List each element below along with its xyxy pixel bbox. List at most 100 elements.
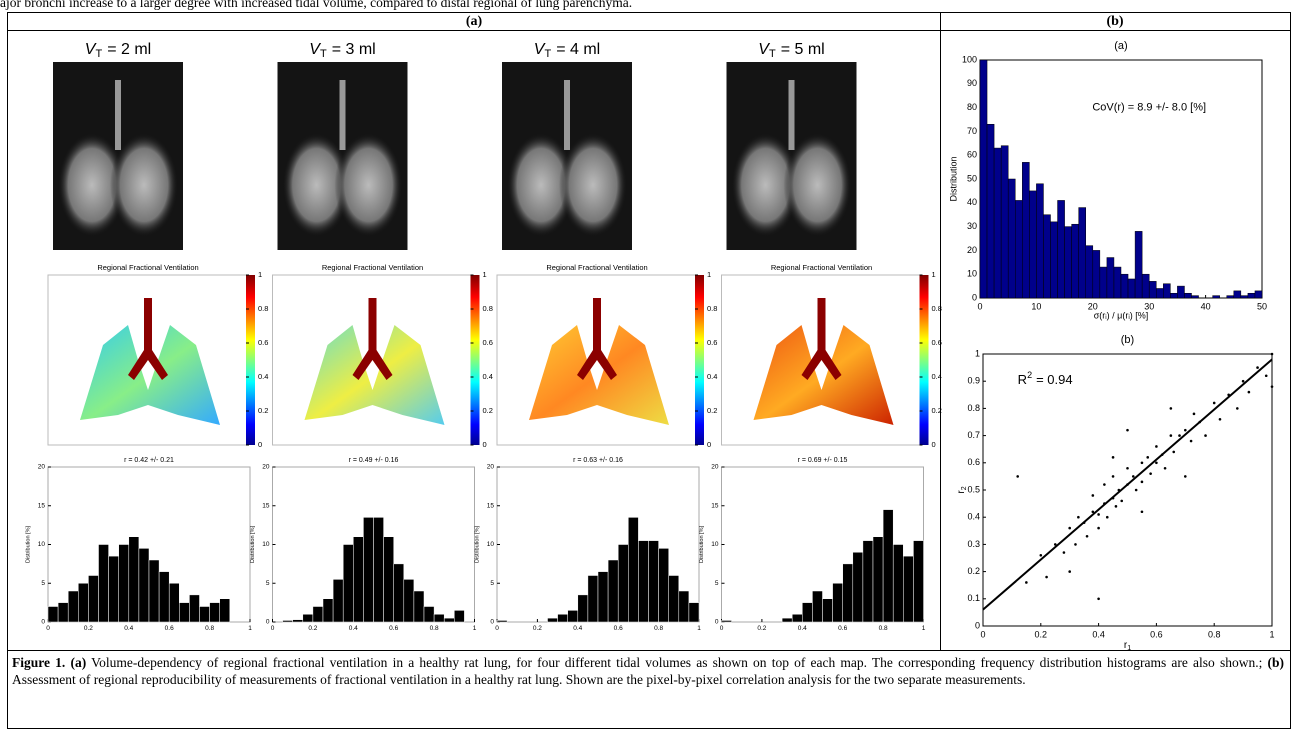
y-tick-label: 80 [967,102,977,112]
scatter-point [1163,466,1167,470]
y-tick-label: 50 [967,173,977,183]
y-axis-label: Distribution [%] [25,526,31,563]
x-tick-label: 0.6 [1150,629,1163,639]
x-tick-label: 0.2 [533,625,542,632]
volume-var: V [309,41,321,58]
volume-sub: T [320,48,327,60]
y-tick-label: 15 [262,502,270,509]
histogram-bar [1120,273,1129,299]
histogram-bar [903,555,914,623]
plot-area [982,353,1273,627]
mri-trachea [115,80,121,150]
histogram-bar [812,590,823,623]
x-tick-label: 0 [46,625,50,632]
map-lung [80,325,220,425]
y-tick-label: 15 [487,502,495,509]
histogram-bar [802,602,813,623]
x-label-sub: 1 [1127,645,1131,652]
mri-trachea [339,80,346,150]
scatter-point [1198,420,1202,424]
histogram-bar [108,555,119,623]
x-tick-label: 0 [495,625,499,632]
x-tick-label: 0.4 [349,625,358,632]
histogram-bar [721,620,732,623]
histogram-bar [993,147,1002,299]
y-tick-label: 10 [487,541,495,548]
volume-rest: = 3 ml [332,41,376,58]
intro-text: ajor bronchi increase to a larger degree… [0,0,632,10]
colorbar-label: 0 [932,440,936,449]
histogram-bar [179,602,190,623]
colorbar [919,275,929,445]
volume-title: VT = 5 ml [758,41,824,60]
x-tick-label: 0.2 [757,625,766,632]
scatter-point [1111,456,1115,459]
histogram-bar [842,563,854,623]
annotation-sup: 2 [1027,371,1032,381]
histogram-bar [118,544,130,623]
colorbar-label: 0 [483,440,487,449]
scatter-point [1120,499,1124,503]
x-tick-label: 0.2 [84,625,93,632]
x-tick-label: 0.4 [124,625,133,632]
y-tick-label: 30 [967,221,977,231]
histogram-bar [67,590,79,623]
y-tick-label: 70 [967,126,977,136]
x-tick-label: 1 [248,625,252,632]
chart-title: (b) [1121,334,1134,346]
colorbar-label: 0.6 [932,338,942,347]
histogram-bar [1212,295,1220,299]
histogram-bar [189,594,200,623]
scatter-point [1097,526,1100,530]
map-lung [753,325,894,425]
colorbar-label: 1 [707,270,711,279]
scatter-point [1155,445,1158,448]
histogram-bar [1254,290,1263,299]
colorbar-label: 0 [258,440,262,449]
volume-sub: T [544,48,551,60]
histogram-bar [1078,207,1086,299]
histogram-bar [1148,281,1157,299]
volume-var: V [534,41,546,58]
colorbar-label: 0.8 [707,304,717,313]
colorbar-label: 1 [932,270,936,279]
scatter-point [1105,515,1109,519]
y-tick-label: 20 [262,464,270,471]
histogram-bar [1191,295,1199,299]
scatter-point [1160,453,1164,456]
caption-part: (b) [1267,655,1285,670]
histogram-bar [597,571,609,623]
histogram-bar [219,598,231,623]
scatter-point [1082,521,1086,524]
x-tick-label: 0 [720,625,724,632]
caption-label: Figure 1. [12,655,66,670]
colorbar [246,275,255,445]
scatter-point [1270,352,1274,356]
histogram-bar [393,563,405,623]
map-lung [304,325,445,425]
scatter-point [1053,543,1057,546]
scatter-point [1184,475,1187,478]
mri-lung [783,133,852,237]
y-tick-label: 15 [38,502,46,509]
chart-title: r = 0.42 +/- 0.21 [124,457,174,464]
histogram-bar [628,517,639,623]
volume-var: V [85,41,97,58]
scatter-point [1068,526,1071,530]
map-title: Regional Fractional Ventilation [322,263,423,272]
histogram-bar [1226,295,1235,299]
histogram-bar [443,617,455,623]
x-tick-label: 50 [1257,301,1267,311]
scatter-point [1256,366,1259,369]
histogram-bar [496,620,508,623]
x-tick-label: 0.4 [1092,629,1105,639]
y-label-sub: 2 [961,486,968,490]
x-tick-label: 40 [1201,301,1211,311]
y-tick-label: 0.1 [967,593,980,603]
histogram-bar [648,540,659,623]
mri-lung [334,133,403,237]
histogram-bar [128,536,140,623]
histogram-bar [1007,178,1016,299]
y-tick-label: 0 [490,619,494,626]
histogram-bar [1043,214,1051,299]
